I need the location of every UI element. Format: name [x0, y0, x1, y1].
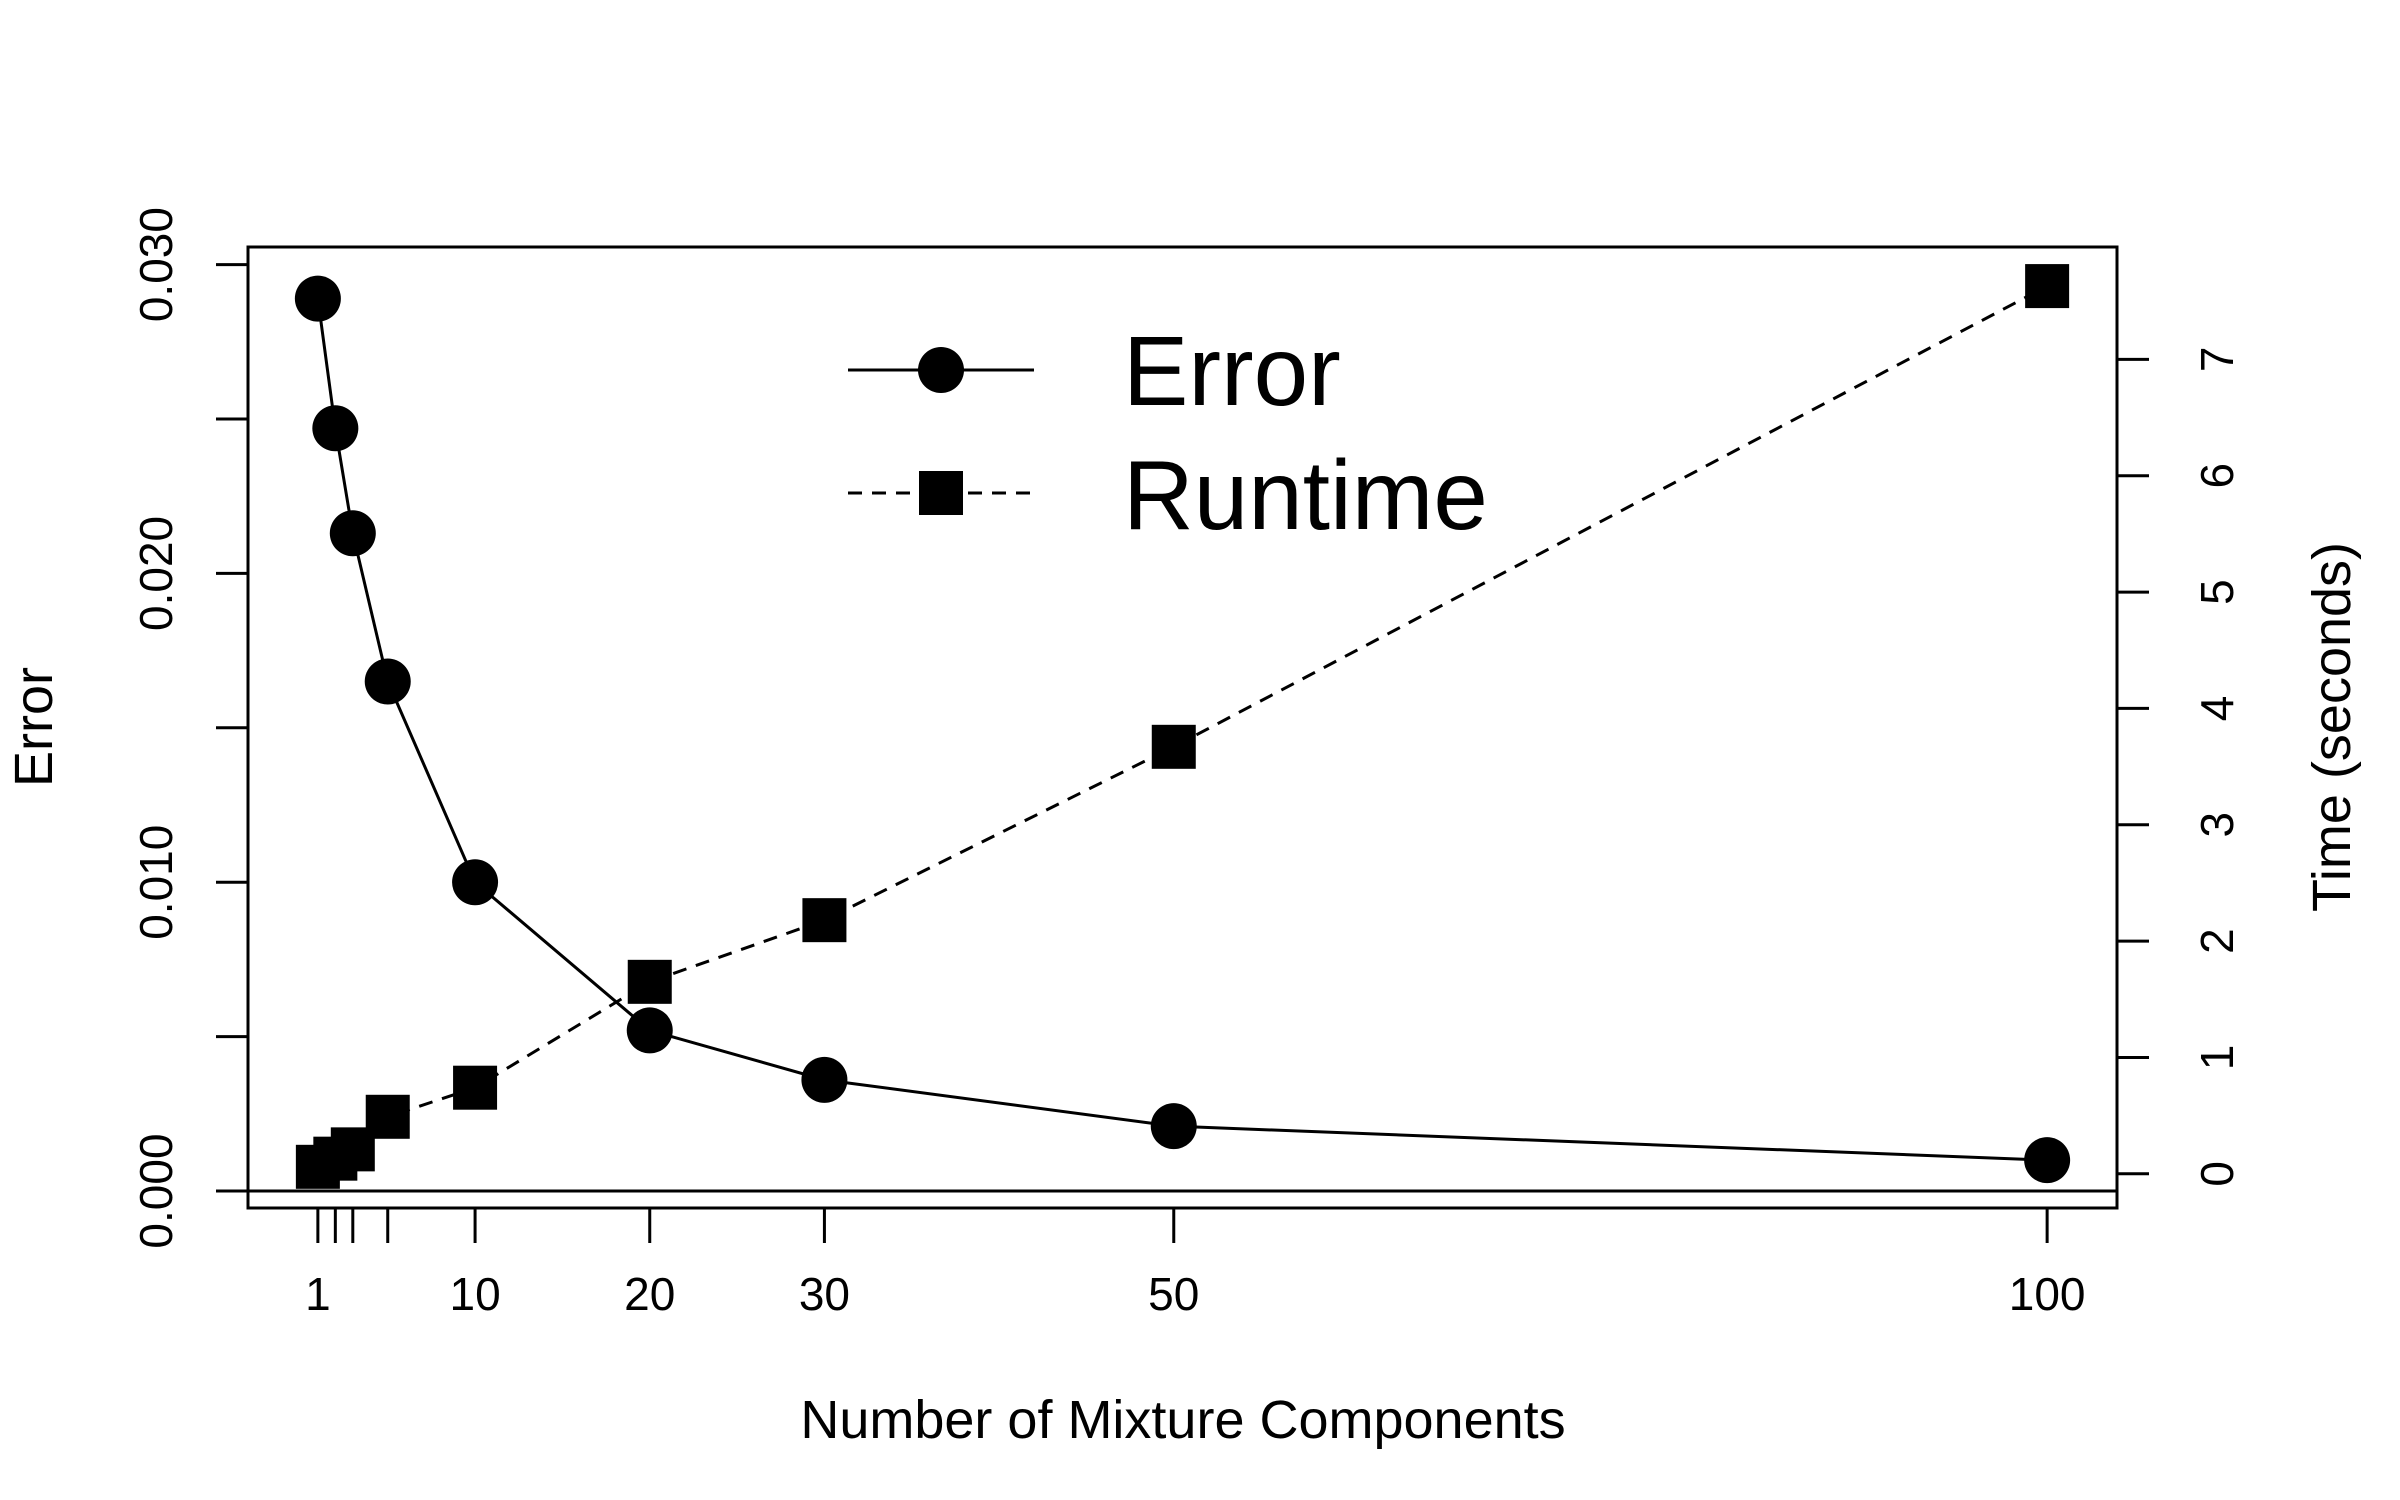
point-runtime	[627, 959, 672, 1004]
y-axis-title: Error	[4, 667, 64, 787]
point-error	[801, 1056, 848, 1103]
point-error	[312, 405, 359, 452]
y2-tick-label: 7	[2191, 347, 2243, 373]
series-layer	[294, 264, 2071, 1189]
legend-runtime-label: Runtime	[1123, 440, 1488, 550]
y2-tick-label: 2	[2191, 928, 2243, 954]
x-axis: 1 10 20 30 50 100	[305, 1208, 2086, 1320]
y2-tick-label: 6	[2191, 463, 2243, 489]
y2-axis-title: Time (seconds)	[2302, 542, 2362, 912]
point-error	[329, 510, 376, 557]
y-tick-label: 0.010	[130, 825, 182, 940]
point-runtime	[365, 1094, 410, 1139]
series-error	[294, 275, 2071, 1184]
y2-tick-label: 3	[2191, 812, 2243, 838]
point-error	[2024, 1137, 2071, 1184]
point-runtime	[802, 898, 847, 943]
x-axis-title: Number of Mixture Components	[800, 1390, 1565, 1450]
y-tick-label: 0.020	[130, 516, 182, 631]
point-error	[294, 275, 341, 322]
legend: Error Runtime	[848, 316, 1488, 550]
x-tick-label: 20	[624, 1268, 675, 1320]
point-runtime	[453, 1065, 498, 1110]
y-axis-left: 0.000 0.010 0.020 0.030	[130, 207, 250, 1249]
y-tick-label: 0.030	[130, 207, 182, 322]
x-tick-label: 1	[305, 1268, 331, 1320]
point-error	[364, 658, 411, 705]
y-tick-label: 0.000	[130, 1133, 182, 1248]
y2-tick-label: 4	[2191, 696, 2243, 722]
legend-error-label: Error	[1123, 316, 1341, 426]
y-axis-right: 0 1 2 3 4 5 6 7	[2115, 347, 2243, 1187]
x-tick-label: 100	[2009, 1268, 2086, 1320]
point-runtime	[1151, 724, 1196, 769]
legend-error-marker	[918, 347, 964, 393]
x-tick-label: 10	[449, 1268, 500, 1320]
point-error	[1150, 1103, 1197, 1150]
x-tick-label: 30	[799, 1268, 850, 1320]
point-error	[626, 1007, 673, 1054]
x-tick-label: 50	[1148, 1268, 1199, 1320]
y2-tick-label: 5	[2191, 579, 2243, 605]
point-runtime	[2025, 264, 2070, 309]
series-runtime	[295, 264, 2070, 1189]
y2-tick-label: 1	[2191, 1045, 2243, 1071]
y2-tick-label: 0	[2191, 1161, 2243, 1187]
legend-runtime-marker	[919, 471, 963, 515]
point-error	[452, 859, 499, 906]
